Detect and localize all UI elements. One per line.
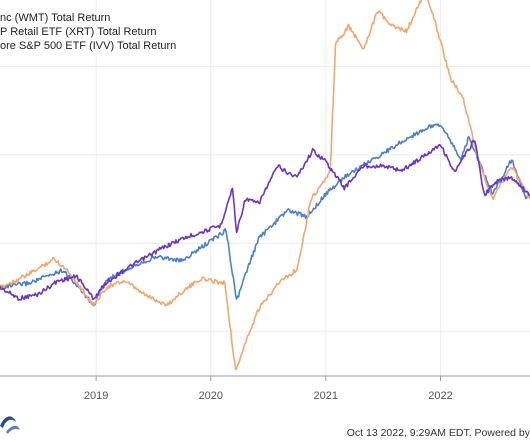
x-tick-label: 2021 — [314, 390, 338, 402]
x-tick-labels: 2019 2020 2021 2022 — [0, 375, 530, 402]
x-tick-label: 2019 — [84, 390, 108, 402]
series-lines — [0, 0, 530, 371]
series-line-wmt — [0, 139, 530, 301]
legend-label-wmt: nc (WMT) Total Return — [0, 12, 110, 24]
series-line-xrt — [0, 0, 530, 371]
x-tick-label: 2020 — [199, 390, 223, 402]
x-tick-label: 2022 — [428, 390, 452, 402]
legend-item-xrt[interactable]: P Retail ETF (XRT) Total Return — [0, 26, 157, 38]
gridlines — [0, 0, 530, 376]
legend-item-wmt[interactable]: nc (WMT) Total Return — [0, 12, 110, 24]
footer-timestamp: Oct 13 2022, 9:29AM EDT. Powered by — [347, 427, 530, 439]
brand-logo-icon — [0, 416, 20, 434]
legend-label-ivv: ore S&P 500 ETF (IVV) Total Return — [0, 40, 176, 52]
legend-item-ivv[interactable]: ore S&P 500 ETF (IVV) Total Return — [0, 40, 176, 52]
legend-label-xrt: P Retail ETF (XRT) Total Return — [0, 26, 157, 38]
series-line-ivv — [0, 123, 530, 306]
footer: Oct 13 2022, 9:29AM EDT. Powered by — [0, 416, 530, 439]
legend: nc (WMT) Total Return P Retail ETF (XRT)… — [0, 12, 176, 52]
